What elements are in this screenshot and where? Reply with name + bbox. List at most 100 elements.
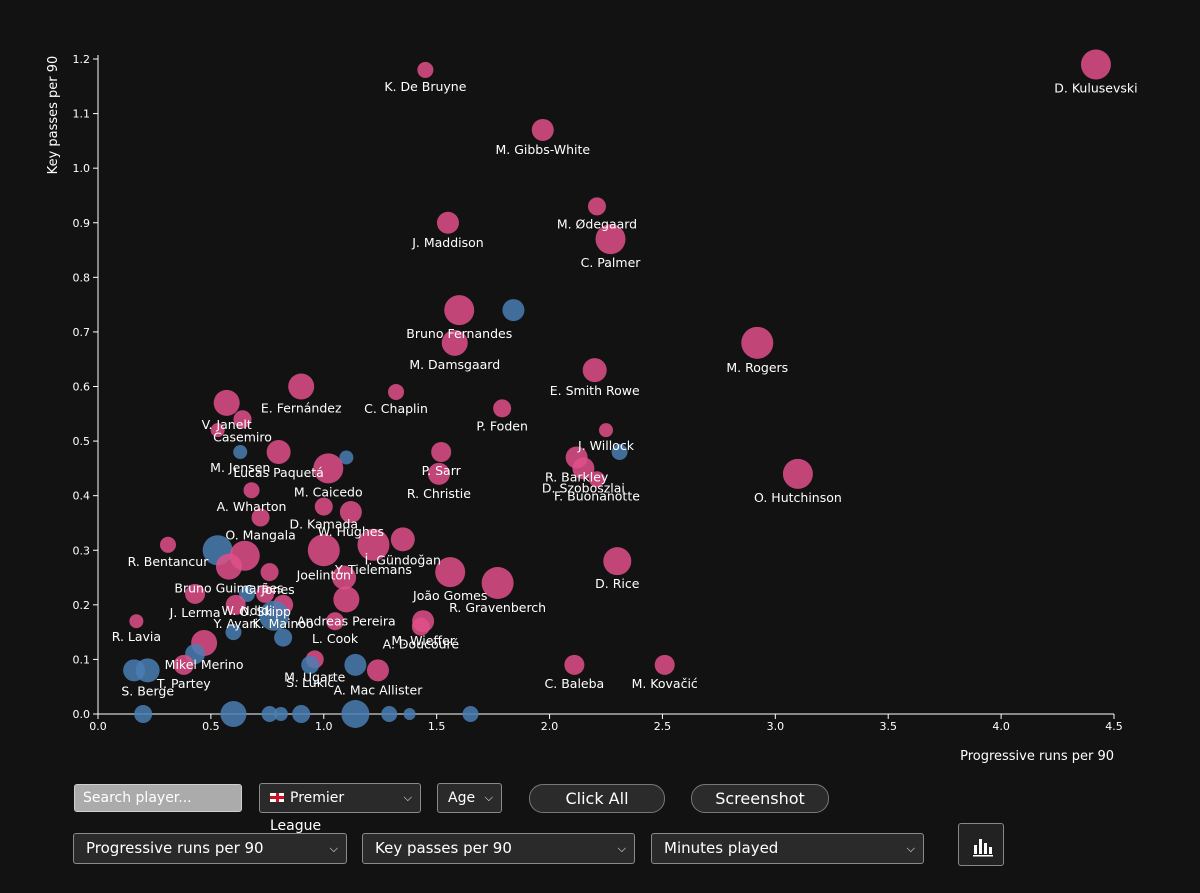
chevron-down-icon: ⌵ <box>906 842 915 855</box>
data-point[interactable] <box>256 584 275 603</box>
data-point[interactable] <box>159 536 176 553</box>
data-point[interactable] <box>403 708 416 720</box>
axes: 0.0 0.5 1.0 1.5 2.0 2.5 3.0 3.5 4.0 4.5 0.0 0.1 0.2 0… <box>73 53 1123 733</box>
data-point[interactable] <box>273 707 288 721</box>
data-point[interactable] <box>357 528 390 561</box>
data-point[interactable] <box>782 458 813 489</box>
y-tick-label: 0.1 <box>73 653 91 666</box>
data-point[interactable] <box>388 383 405 400</box>
data-point[interactable] <box>251 508 270 527</box>
data-point[interactable] <box>444 295 475 326</box>
data-point[interactable] <box>260 563 279 582</box>
data-point[interactable] <box>531 118 554 141</box>
data-point[interactable] <box>135 658 160 683</box>
data-point[interactable] <box>441 329 468 356</box>
search-input[interactable]: Search player... <box>74 784 242 812</box>
click-all-button[interactable]: Click All <box>529 784 665 813</box>
data-point[interactable] <box>341 700 370 728</box>
data-point[interactable] <box>582 358 607 383</box>
data-point[interactable] <box>215 553 242 580</box>
data-point[interactable] <box>611 444 628 460</box>
data-point[interactable] <box>344 653 367 676</box>
data-point[interactable] <box>564 654 585 675</box>
data-point[interactable] <box>427 462 450 485</box>
point-label: E. Fernández <box>261 401 342 416</box>
x-tick-label: 3.0 <box>767 720 785 733</box>
data-point[interactable] <box>411 617 430 636</box>
data-point[interactable] <box>339 501 362 524</box>
data-point[interactable] <box>225 594 246 615</box>
x-tick-label: 1.5 <box>428 720 446 733</box>
data-point[interactable] <box>213 389 240 416</box>
data-point[interactable] <box>243 482 260 499</box>
point-label: M. Ødegaard <box>557 216 637 231</box>
data-point[interactable] <box>587 197 606 216</box>
y-tick-label: 0.4 <box>73 490 91 503</box>
point-label: R. Bentancur <box>128 554 210 569</box>
data-point[interactable] <box>493 399 512 418</box>
data-point[interactable] <box>588 471 605 488</box>
y-tick-label: 0.9 <box>73 217 91 230</box>
data-point[interactable] <box>431 442 452 462</box>
data-point[interactable] <box>210 423 225 438</box>
point-label: A. Wharton <box>217 499 287 514</box>
data-point[interactable] <box>233 445 248 459</box>
data-point[interactable] <box>129 614 144 629</box>
y-metric-value: Key passes per 90 <box>375 839 512 857</box>
size-metric-select[interactable]: Minutes played ⌵ <box>651 833 924 864</box>
data-point[interactable] <box>313 453 344 484</box>
data-point[interactable] <box>599 423 613 438</box>
y-metric-select[interactable]: Key passes per 90 ⌵ <box>362 833 635 864</box>
data-point[interactable] <box>333 586 360 613</box>
data-point[interactable] <box>220 701 247 727</box>
data-point[interactable] <box>225 624 242 641</box>
data-point[interactable] <box>366 659 389 682</box>
data-point[interactable] <box>233 410 252 429</box>
data-point[interactable] <box>339 450 354 465</box>
data-point[interactable] <box>1080 49 1111 80</box>
data-point[interactable] <box>301 655 320 674</box>
point-label: F. Buonanotte <box>554 488 640 503</box>
data-point[interactable] <box>266 440 291 464</box>
point-label: C. Jones <box>245 582 295 597</box>
data-point[interactable] <box>654 654 675 675</box>
data-point[interactable] <box>239 585 256 602</box>
point-label: J. Lerma <box>169 605 221 620</box>
data-point[interactable] <box>314 497 333 516</box>
data-point[interactable] <box>603 547 632 576</box>
league-select-value: Premier League <box>270 790 345 834</box>
data-point[interactable] <box>462 706 479 722</box>
data-point[interactable] <box>261 706 278 722</box>
age-select-value: Age <box>448 790 476 806</box>
data-point[interactable] <box>259 600 290 631</box>
data-point[interactable] <box>435 557 466 588</box>
data-point[interactable] <box>595 224 626 255</box>
data-point[interactable] <box>436 211 459 234</box>
data-point[interactable] <box>274 628 293 647</box>
data-point[interactable] <box>332 565 357 590</box>
age-select[interactable]: Age ⌵ <box>437 783 502 813</box>
data-point[interactable] <box>390 527 415 552</box>
data-point[interactable] <box>288 373 315 400</box>
screenshot-button[interactable]: Screenshot <box>691 784 829 813</box>
data-point[interactable] <box>381 706 398 722</box>
data-point[interactable] <box>307 534 340 567</box>
data-point[interactable] <box>741 326 774 359</box>
x-metric-select[interactable]: Progressive runs per 90 ⌵ <box>73 833 347 864</box>
chart-toggle-button[interactable] <box>958 823 1004 866</box>
point-label: P. Sarr <box>422 463 462 478</box>
point-label: D. Rice <box>595 576 640 591</box>
chevron-down-icon: ⌵ <box>617 842 626 855</box>
data-point[interactable] <box>502 299 525 322</box>
data-point[interactable] <box>481 567 514 599</box>
data-point[interactable] <box>134 705 153 723</box>
point-label: Andreas Pereira <box>297 613 396 628</box>
x-tick-label: 4.0 <box>992 720 1010 733</box>
data-point[interactable] <box>292 705 311 723</box>
data-point[interactable] <box>173 654 194 675</box>
data-point[interactable] <box>417 61 434 78</box>
data-point[interactable] <box>572 457 595 480</box>
league-select[interactable]: Premier League ⌵ <box>259 783 421 834</box>
data-point[interactable] <box>185 583 206 604</box>
data-point[interactable] <box>326 612 345 631</box>
